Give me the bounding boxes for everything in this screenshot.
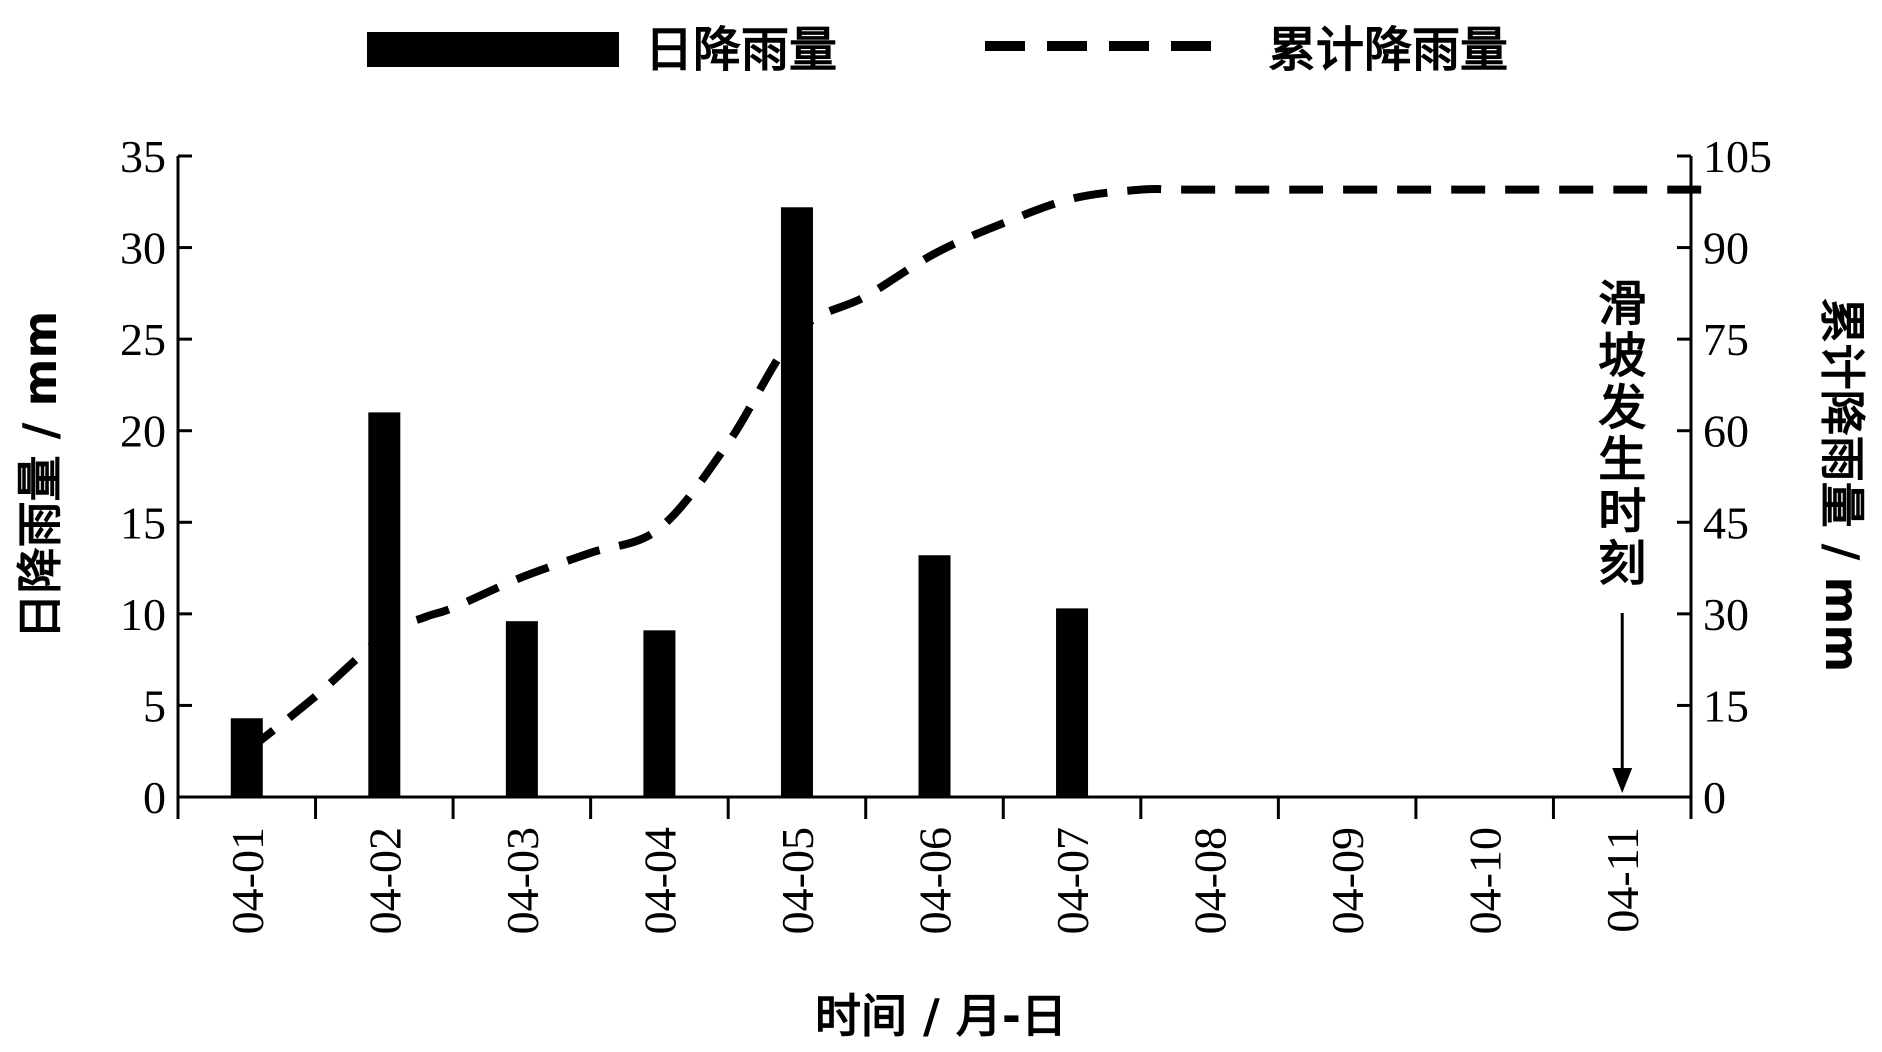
x-axis-title: 时间 / 月-日 [815, 989, 1067, 1043]
y-tick-label: 25 [120, 314, 166, 365]
y-tick-label: 15 [120, 497, 166, 548]
legend: 日降雨量 累计降雨量 [367, 22, 1508, 78]
x-tick-label: 04-09 [1322, 827, 1373, 934]
annotation-char: 生 [1598, 432, 1646, 488]
y2-tick-label: 105 [1703, 131, 1772, 182]
bar [1056, 608, 1089, 797]
bar [780, 207, 813, 797]
y2-tick-label: 90 [1703, 223, 1749, 274]
x-tick-label: 04-07 [1047, 827, 1098, 934]
plot-area: 0 5 10 15 20 25 30 35 0 15 30 45 60 75 90 105 04-01 04-02… [120, 131, 1772, 934]
annotation-char: 坡 [1598, 328, 1646, 384]
y2-tick-label: 60 [1703, 406, 1749, 457]
x-tick-label: 04-06 [910, 827, 961, 934]
bar [230, 718, 263, 797]
legend-bar-swatch [367, 32, 619, 67]
y-tick-label: 5 [143, 680, 166, 731]
y2-axis-title: 累计降雨量 / mm [1815, 298, 1869, 673]
x-tick-label: 04-10 [1460, 827, 1511, 934]
x-tick-label: 04-11 [1597, 827, 1648, 933]
legend-bar-label: 日降雨量 [645, 22, 837, 78]
y2-tick-label: 75 [1703, 314, 1749, 365]
y-tick-label: 10 [120, 589, 166, 640]
bar [643, 630, 676, 797]
x-tick-label: 04-05 [772, 827, 823, 934]
x-tick-label: 04-04 [634, 827, 685, 934]
y-tick-label: 20 [120, 406, 166, 457]
annotation-char: 滑 [1598, 276, 1646, 332]
x-tick-label: 04-02 [359, 827, 410, 934]
y2-tick-label: 30 [1703, 589, 1749, 640]
annotation-char: 刻 [1598, 536, 1646, 592]
y2-tick-label: 45 [1703, 497, 1749, 548]
x-tick-label: 04-03 [497, 827, 548, 934]
annotation-arrow-head [1612, 768, 1633, 793]
bar [505, 621, 538, 797]
bar [918, 555, 951, 797]
x-tick-label: 04-01 [222, 827, 273, 934]
y-tick-label: 35 [120, 131, 166, 182]
y2-tick-label: 15 [1703, 680, 1749, 731]
cumulative-rainfall-line [244, 184, 1712, 755]
legend-line-label: 累计降雨量 [1268, 22, 1508, 78]
bar [368, 412, 401, 797]
x-tick-label: 04-08 [1185, 827, 1236, 934]
y2-tick-label: 0 [1703, 772, 1726, 823]
annotation-char: 时 [1598, 484, 1646, 540]
y-tick-label: 30 [120, 223, 166, 274]
y-tick-label: 0 [143, 772, 166, 823]
y-axis-title: 日降雨量 / mm [13, 311, 67, 640]
annotation-char: 发 [1598, 380, 1646, 436]
